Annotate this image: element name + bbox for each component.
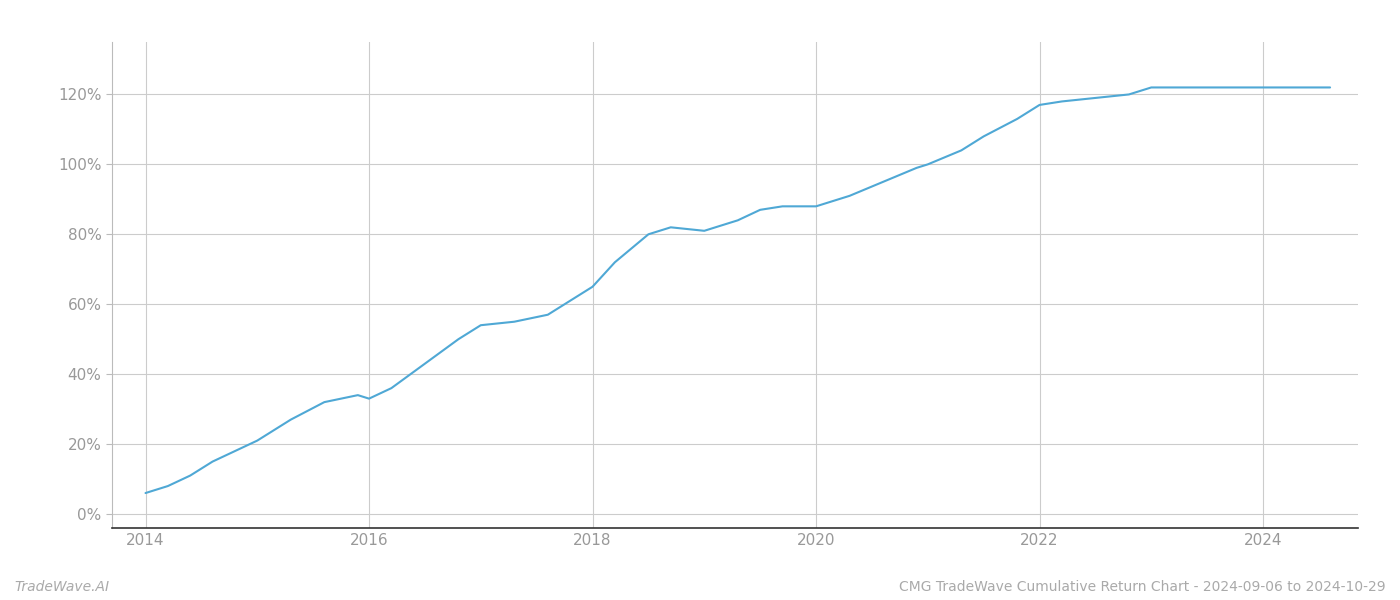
Text: TradeWave.AI: TradeWave.AI [14, 580, 109, 594]
Text: CMG TradeWave Cumulative Return Chart - 2024-09-06 to 2024-10-29: CMG TradeWave Cumulative Return Chart - … [899, 580, 1386, 594]
